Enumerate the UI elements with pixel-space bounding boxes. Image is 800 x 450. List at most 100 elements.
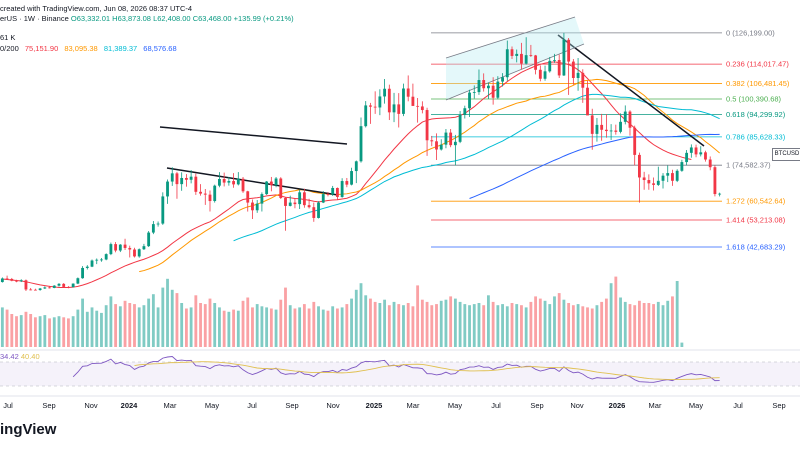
volume-bar [501,304,504,347]
candle-body [265,181,269,195]
volume-bar [609,283,613,347]
candle-body [345,181,349,185]
candle-body [586,87,589,116]
candle-body [444,132,448,145]
volume-bar [458,301,462,347]
volume-bar [529,301,533,347]
volume-bar [255,304,259,347]
volume-bar [435,304,438,347]
candle-body [482,80,486,89]
volume-bar [109,296,113,347]
candle-body [628,111,632,128]
candle-body [81,267,84,279]
volume-bar [614,276,618,347]
volume-bars [0,276,684,347]
volume-bar [147,298,151,347]
volume-bar [671,296,674,347]
candle-body [335,187,339,197]
candle-body [33,289,37,291]
volume-bar [364,295,368,347]
candle-body [666,173,670,176]
volume-bar [38,316,42,347]
x-tick-label: Sep [530,401,543,410]
candle-body [100,259,103,261]
volume-bar [567,303,571,347]
candle-body [538,69,542,79]
x-tick-label: Nov [84,401,98,410]
candle-body [656,180,660,185]
candle-body [114,244,118,251]
candle-body [293,202,297,205]
volume-bar [680,342,684,347]
fib-label-0.618: 0.618 (94,299.92) [726,110,786,119]
volume-bar [184,308,188,347]
rsi-line [72,356,720,383]
volume-bar [189,307,193,347]
volume-bar [406,303,410,347]
candle-body [633,127,637,155]
volume-bar [123,300,127,347]
volume-bar [505,306,509,347]
candle-body [142,246,146,250]
volume-bar [562,299,566,347]
candle-body [251,202,254,211]
candle-body [529,55,533,56]
ma-legend: 0/200 75,151.90 83,095.38 81,389.37 68,5… [0,44,181,53]
candle-body [449,132,453,146]
candle-body [411,96,415,106]
candle-body [548,60,552,72]
volume-bar [161,287,165,347]
volume-bar [619,297,622,347]
volume-bar [383,299,387,347]
candle-body [425,110,429,141]
volume-bar [218,307,221,347]
volume-bar [298,307,302,347]
volume-bar [402,305,405,347]
volume-bar [279,299,283,347]
symbol-label: erUS · 1W · Binance [0,14,69,23]
candle-body [0,278,4,283]
volume-bar [142,305,146,347]
candle-body [534,55,538,70]
candle-body [675,170,679,181]
volume-bar [57,316,61,347]
trendlines[interactable] [159,16,705,196]
x-tick-label: 2024 [121,401,139,410]
volume-bar [312,301,316,347]
fibonacci-retracement[interactable]: 0 (126,199.00) 0.236 (114,017.47) 0.382 (1… [431,28,790,251]
volume-bar [491,301,495,347]
volume-bar [628,304,632,347]
volume-bar [652,304,655,347]
rsi-value: 34.42 [0,352,19,361]
candle-body [472,92,476,93]
candle-body [166,181,169,197]
volume-bar [104,305,108,347]
candle-body [128,247,132,250]
candle-body [671,173,674,181]
symbol-price-tag[interactable]: BTCUSD [772,148,800,161]
volume-bar [496,305,500,347]
candle-body [614,130,618,132]
candle-body [576,72,580,78]
candle-body [52,285,56,288]
volume-bar [274,309,278,347]
candle-body [694,147,698,155]
ma-line-slow [139,78,720,273]
candle-body [468,92,471,109]
candle-body [170,173,174,182]
x-axis: Jul Sep Nov 2024 Mar May Jul Sep Nov 2025 Mar May Ju… [3,401,785,410]
fib-label-0.236: 0.236 (114,017.47) [726,60,789,69]
volume-bar [515,304,519,347]
volume-bar [661,305,665,347]
candle-body [604,129,608,132]
volume-bar [15,316,18,347]
ma-line-200 [469,133,720,199]
volume-bar [156,307,160,347]
volume-bar [675,281,679,347]
candle-body [62,283,66,287]
volume-bar [133,304,136,347]
triangle-upper-line [159,126,348,145]
volume-bar [510,303,514,347]
volume-bar [392,301,396,347]
